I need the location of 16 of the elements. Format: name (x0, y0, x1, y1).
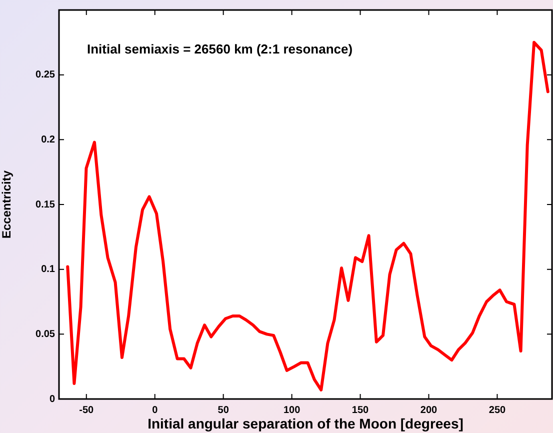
y-tick-label: 0.05 (36, 328, 56, 340)
y-tick-label: 0.2 (41, 134, 56, 146)
x-tick-label: 0 (152, 404, 158, 416)
y-tick-label: 0.15 (36, 199, 56, 210)
x-tick-label: -50 (79, 404, 94, 416)
y-tick-label: 0.25 (36, 70, 56, 81)
y-tick-label: 0 (49, 394, 56, 405)
x-axis-title: Initial angular separation of the Moon [degrees] (148, 415, 464, 432)
x-tick-label: 250 (488, 404, 506, 416)
y-axis-title: Eccentricity (0, 170, 14, 239)
x-tick-label: 200 (420, 404, 438, 416)
y-tick-label: 0.1 (41, 264, 56, 276)
x-tick-label: 150 (352, 404, 370, 416)
x-tick-label: 50 (218, 404, 230, 416)
x-tick-label: 100 (283, 404, 301, 416)
annotation: Initial semiaxis = 26560 km (2:1 resonance) (87, 42, 353, 57)
